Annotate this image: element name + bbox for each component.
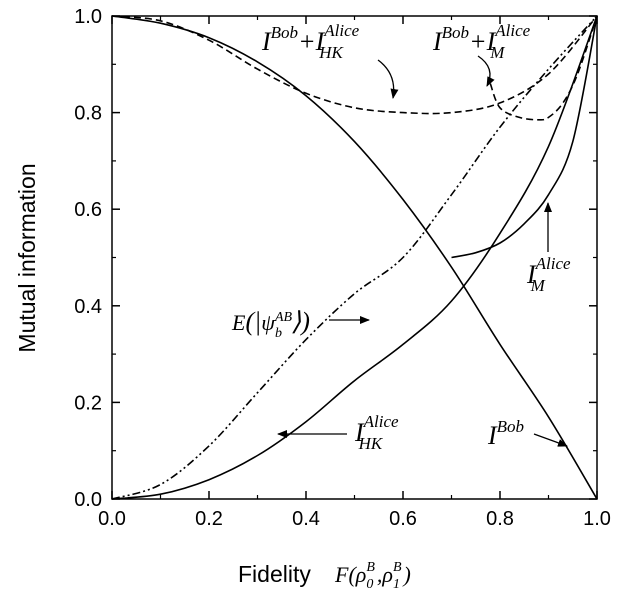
series-line-sum_m — [489, 15, 598, 121]
label-entanglement: E(|ψAB b ⟩) — [231, 307, 310, 341]
x-tick-label: 1.0 — [583, 508, 611, 530]
x-tick-label: 0.4 — [292, 508, 320, 530]
svg-text:IBob: IBob — [487, 417, 524, 450]
series-line-bob — [111, 15, 598, 500]
arrow-sum-hk — [377, 59, 399, 99]
x-tick-label: 0.2 — [195, 508, 223, 530]
y-tick-label: 0.0 — [74, 489, 102, 511]
y-tick-label: 0.6 — [74, 199, 102, 221]
label-im: IAlice M — [526, 254, 571, 295]
series-line-ent — [111, 15, 598, 500]
series-line-ihk — [111, 15, 598, 500]
arrow-bob — [533, 433, 568, 447]
y-tick-label: 1.0 — [74, 6, 102, 28]
series-layer — [111, 15, 598, 500]
series-line-im — [451, 15, 598, 259]
svg-text:F(ρ0B,ρ1B): F(ρ0B,ρ1B) — [334, 560, 411, 592]
y-tick-label: 0.4 — [74, 296, 102, 318]
arrow-sum-m — [477, 55, 495, 87]
axis-ticks: 0.0 0.2 0.4 0.6 0.8 1.0 0.0 0.2 0.4 0.6 0.8 1.0 — [74, 6, 611, 530]
label-sum-hk: IBob+IAlice HK — [261, 21, 360, 62]
label-sum-m: IBob+IAlice M — [432, 21, 531, 62]
x-axis-title: Fidelity F(ρ0B,ρ1B) — [238, 560, 411, 592]
x-tick-label: 0.0 — [98, 508, 126, 530]
y-axis-title: Mutual information — [14, 163, 40, 352]
label-ihk: IAlice HK — [354, 412, 399, 453]
series-line-sum_hk — [111, 15, 598, 115]
x-tick-label: 0.8 — [486, 508, 514, 530]
x-tick-label: 0.6 — [389, 508, 417, 530]
y-tick-label: 0.8 — [74, 103, 102, 125]
label-bob: IBob — [487, 417, 524, 450]
y-tick-label: 0.2 — [74, 392, 102, 414]
svg-text:Fidelity: Fidelity — [238, 561, 311, 587]
